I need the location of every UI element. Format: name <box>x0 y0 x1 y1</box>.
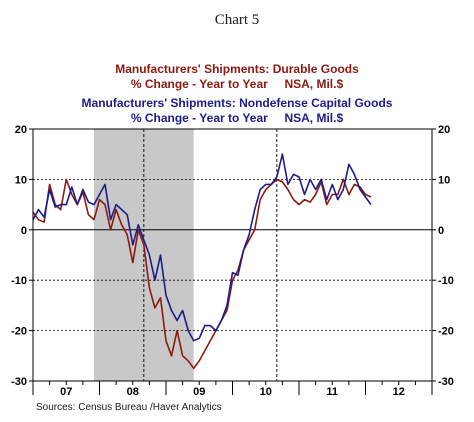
plot-frame <box>32 128 433 382</box>
y-tick-label-left: 20 <box>15 124 27 136</box>
x-tick-label: 10 <box>260 386 272 398</box>
y-tick-label-right: 20 <box>438 124 450 136</box>
chart-title: Chart 5 <box>214 12 260 28</box>
series-durable-goods <box>32 178 372 370</box>
x-tick-label: 09 <box>193 386 205 398</box>
x-tick-label: 07 <box>60 386 72 398</box>
y-tick-label-left: -20 <box>11 326 27 338</box>
y-tick-label-right: 10 <box>438 174 450 186</box>
x-tick-label: 11 <box>326 386 338 398</box>
legend-durable-subtitle: % Change - Year to Year NSA, Mil.$ <box>130 77 344 91</box>
y-tick-label-left: -10 <box>11 275 27 287</box>
y-tick-label-left: 0 <box>21 225 27 237</box>
legend-durable-title: Manufacturers' Shipments: Durable Goods <box>115 62 359 76</box>
series-nondefense-capital-goods <box>32 153 372 342</box>
x-tick-label: 12 <box>393 386 405 398</box>
y-tick-label-right: -10 <box>438 275 454 287</box>
legend-capital-title: Manufacturers' Shipments: Nondefense Cap… <box>81 96 393 110</box>
y-tick-label-right: 0 <box>438 225 444 237</box>
y-tick-label-right: -30 <box>438 376 454 388</box>
y-tick-label-left: 10 <box>15 174 27 186</box>
y-tick-label-left: -30 <box>11 376 27 388</box>
y-tick-label-right: -20 <box>438 326 454 338</box>
x-tick-label: 08 <box>127 386 139 398</box>
legend-capital-subtitle: % Change - Year to Year NSA, Mil.$ <box>130 111 344 125</box>
source-note: Sources: Census Bureau /Haver Analytics <box>36 402 222 413</box>
